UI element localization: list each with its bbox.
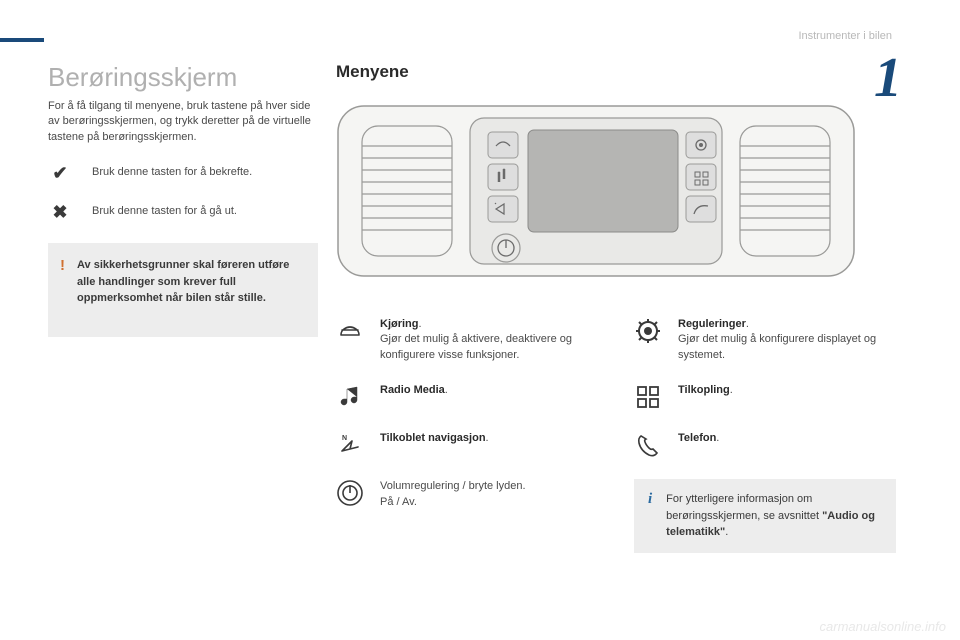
menu-item-radio: Radio Media.	[336, 383, 598, 411]
info-text: For ytterligere informasjon om berørings…	[666, 491, 882, 541]
phone-icon	[634, 431, 662, 459]
intro-paragraph: For å få tilgang til menyene, bruk taste…	[48, 99, 318, 145]
menu-text-driving: Kjøring. Gjør det mulig å aktivere, deak…	[380, 317, 598, 363]
menu-column-left: Kjøring. Gjør det mulig å aktivere, deak…	[336, 317, 598, 553]
right-column: Menyene	[336, 62, 896, 553]
menu-text-connect: Tilkopling.	[678, 383, 733, 398]
watermark: carmanualsonline.info	[820, 619, 946, 634]
illus-left-buttons	[488, 132, 518, 222]
menu-item-connect: Tilkopling.	[634, 383, 896, 411]
info-box: i For ytterligere informasjon om berørin…	[634, 479, 896, 553]
music-icon	[336, 383, 364, 411]
navigation-icon: N	[336, 431, 364, 459]
page-title: Berøringsskjerm	[48, 62, 318, 93]
check-icon: ✔	[48, 163, 72, 184]
warning-box: ! Av sikkerhetsgrunner skal føreren utfø…	[48, 243, 318, 337]
warning-icon: !	[60, 257, 65, 307]
exit-key-text: Bruk denne tasten for å gå ut.	[92, 202, 237, 219]
car-icon	[336, 317, 364, 345]
header-category: Instrumenter i bilen	[798, 30, 892, 42]
top-accent-bar	[0, 38, 44, 42]
confirm-key-row: ✔ Bruk denne tasten for å bekrefte.	[48, 163, 318, 184]
exit-key-row: ✖ Bruk denne tasten for å gå ut.	[48, 202, 318, 223]
menu-text-settings: Reguleringer. Gjør det mulig å konfigure…	[678, 317, 896, 363]
menu-item-driving: Kjøring. Gjør det mulig å aktivere, deak…	[336, 317, 598, 363]
gear-icon	[634, 317, 662, 345]
confirm-key-text: Bruk denne tasten for å bekrefte.	[92, 163, 252, 180]
touchscreen-illustration	[336, 96, 856, 286]
menu-text-nav: Tilkoblet navigasjon.	[380, 431, 489, 446]
menu-text-power: Volumregulering / bryte lyden. På / Av.	[380, 479, 526, 510]
menu-item-phone: Telefon.	[634, 431, 896, 459]
svg-text:N: N	[342, 435, 347, 442]
menu-item-power: Volumregulering / bryte lyden. På / Av.	[336, 479, 598, 510]
menu-text-phone: Telefon.	[678, 431, 719, 446]
close-icon: ✖	[48, 202, 72, 223]
menu-column-right: Reguleringer. Gjør det mulig å konfigure…	[634, 317, 896, 553]
apps-icon	[634, 383, 662, 411]
menu-grid: Kjøring. Gjør det mulig å aktivere, deak…	[336, 317, 896, 553]
warning-text: Av sikkerhetsgrunner skal føreren utføre…	[77, 257, 306, 307]
menu-item-nav: N Tilkoblet navigasjon.	[336, 431, 598, 459]
menu-text-radio: Radio Media.	[380, 383, 448, 398]
power-icon	[336, 479, 364, 507]
illus-right-buttons	[686, 132, 716, 222]
left-column: Berøringsskjerm For å få tilgang til men…	[48, 62, 318, 337]
info-icon: i	[648, 491, 652, 541]
section-title: Menyene	[336, 62, 896, 82]
menu-item-settings: Reguleringer. Gjør det mulig å konfigure…	[634, 317, 896, 363]
